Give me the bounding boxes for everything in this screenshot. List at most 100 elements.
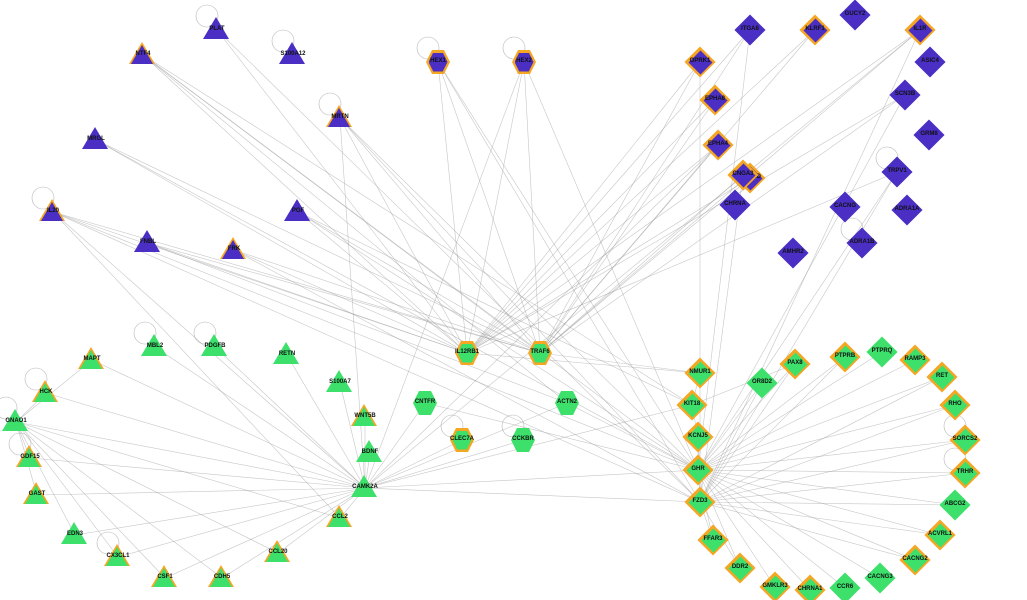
gene-node-hex2[interactable]: HEX2	[512, 50, 536, 74]
gene-node-wnt5b[interactable]: WNT5B	[353, 405, 377, 429]
gene-node-ffar3[interactable]: FFAR3	[701, 528, 725, 552]
edge-line	[698, 470, 965, 473]
gene-node-grm8[interactable]: GRM8	[917, 123, 941, 147]
gene-node-rho[interactable]: RHO	[943, 393, 967, 417]
gene-node-il1r[interactable]: IL1R	[908, 18, 932, 42]
gene-node-kcnj5[interactable]: KCNJ5	[686, 425, 710, 449]
gene-node-adra1b[interactable]: ADRA1B	[850, 231, 874, 255]
edge-line	[438, 62, 467, 353]
gene-node-ccl2[interactable]: CCL2	[328, 506, 352, 530]
gene-node-gucy2[interactable]: GUCY2	[843, 3, 867, 27]
gene-node-nmur1[interactable]: NMUR1	[688, 361, 712, 385]
edge-line	[75, 488, 365, 535]
gene-node-ptprq[interactable]: PTPRQ	[870, 340, 894, 364]
gene-node-cx3cl1[interactable]: CX3CL1	[106, 545, 130, 569]
gene-node-epha4[interactable]: EPHA4	[706, 133, 730, 157]
gene-node-mapt[interactable]: MAPT	[80, 348, 104, 372]
gene-node-fnbl[interactable]: FNBL	[136, 231, 160, 255]
gene-node-cacng3[interactable]: CACNG3	[868, 566, 892, 590]
gene-node-cntfr[interactable]: CNTFR	[413, 391, 437, 415]
gene-node-clec7a[interactable]: CLEC7A	[450, 428, 474, 452]
gene-node-gdf15[interactable]: GDF15	[18, 446, 42, 470]
gene-node-gnao1[interactable]: GNAO1	[4, 410, 28, 434]
gene-node-mrtn[interactable]: MRTN	[328, 106, 352, 130]
gene-node-adra1a[interactable]: ADRA1A	[895, 198, 919, 222]
gene-node-traf6[interactable]: TRAF6	[528, 341, 552, 365]
gene-node-fzd3[interactable]: FZD3	[688, 490, 712, 514]
edge-line	[540, 100, 715, 353]
gene-node-retn[interactable]: RETN	[275, 343, 299, 367]
gene-node-scn3b[interactable]: SCN3B	[893, 83, 917, 107]
gene-node-mbl2[interactable]: MBL2	[143, 335, 167, 359]
gene-node-csf1[interactable]: CSF1	[153, 566, 177, 590]
edge-line	[467, 30, 750, 353]
gene-node-trhr[interactable]: TRHR	[953, 461, 977, 485]
gene-node-asic4[interactable]: ASIC4	[918, 50, 942, 74]
edge-line	[37, 488, 365, 495]
edge-line	[365, 488, 700, 502]
gene-node-ccl20[interactable]: CCL20	[266, 541, 290, 565]
gene-node-mrgl[interactable]: MRGL	[84, 128, 108, 152]
edge-line	[698, 470, 880, 578]
edge-line	[234, 250, 540, 353]
gene-node-pgf[interactable]: PGF	[286, 200, 310, 224]
edge-lines	[0, 0, 1027, 600]
gene-node-frk[interactable]: FRK	[222, 238, 246, 262]
edge-line	[155, 347, 365, 488]
edge-line	[524, 62, 540, 353]
gene-node-hck[interactable]: HCK	[34, 381, 58, 405]
edge-line	[467, 62, 700, 353]
gene-node-plat[interactable]: PLAT	[205, 18, 229, 42]
gene-node-kit18[interactable]: KIT18	[680, 393, 704, 417]
gene-node-cacng2[interactable]: CACNG2	[903, 548, 927, 572]
gene-node-ret[interactable]: RET	[930, 365, 954, 389]
gene-node-cacng[interactable]: CACNG	[833, 195, 857, 219]
edge-line	[16, 422, 365, 488]
edge-line	[148, 243, 467, 353]
gene-node-gast[interactable]: GAST	[25, 483, 49, 507]
gene-node-klrf1[interactable]: KLRF1	[803, 18, 827, 42]
gene-node-ddr2[interactable]: DDR2	[728, 556, 752, 580]
gene-node-abcg2[interactable]: ABCG2	[943, 493, 967, 517]
edge-line	[215, 347, 365, 488]
gene-node-camk2a[interactable]: CAMK2A	[353, 476, 377, 500]
gene-node-pdgfb[interactable]: PDGFB	[203, 335, 227, 359]
gene-node-pax8[interactable]: PAX8	[783, 352, 807, 376]
gene-node-cckbr[interactable]: CCKBR	[511, 428, 535, 452]
gene-node-amhr2[interactable]: AMHR2	[781, 241, 805, 265]
gene-node-ptprb[interactable]: PTPRB	[833, 345, 857, 369]
gene-node-s100a12[interactable]: S100A12	[281, 43, 305, 67]
edge-line	[16, 422, 278, 553]
gene-node-il12rb1[interactable]: IL12RB1	[455, 341, 479, 365]
gene-node-actn2[interactable]: ACTN2	[555, 391, 579, 415]
edge-line	[365, 62, 524, 488]
edge-line	[46, 393, 365, 488]
gene-node-s100a7[interactable]: S100A7	[328, 371, 352, 395]
gene-node-ghr[interactable]: GHR	[686, 458, 710, 482]
gene-node-trpv1[interactable]: TRPV1	[885, 160, 909, 184]
gene-node-epha8[interactable]: EPHA8	[703, 88, 727, 112]
gene-node-oprk1[interactable]: OPRK1	[688, 50, 712, 74]
edge-line	[217, 30, 467, 353]
gene-node-gmklr3[interactable]: GMKLR3	[763, 575, 787, 599]
gene-node-or8d2[interactable]: OR8D2	[750, 371, 774, 395]
gene-node-ccr6[interactable]: CCR6	[833, 576, 857, 600]
edge-line	[96, 140, 540, 353]
gene-node-sorcs2[interactable]: SORCS2	[953, 428, 977, 452]
gene-node-bdnf[interactable]: BDNF	[358, 441, 382, 465]
gene-node-edn3[interactable]: EDN3	[63, 523, 87, 547]
gene-node-acvrl1[interactable]: ACVRL1	[928, 523, 952, 547]
gene-node-ntf4[interactable]: NTF4	[131, 43, 155, 67]
gene-node-hex1[interactable]: HEX1	[426, 50, 450, 74]
gene-node-cnga3[interactable]: CNGA3	[731, 163, 755, 187]
gene-node-il20[interactable]: IL20	[41, 200, 65, 224]
edge-line	[567, 403, 698, 470]
gene-node-ramp3[interactable]: RAMP3	[903, 348, 927, 372]
gene-node-chrna[interactable]: CHRNA	[723, 193, 747, 217]
edge-line	[467, 95, 905, 353]
gene-node-chrna1[interactable]: CHRNA1	[798, 578, 822, 600]
gene-node-cdh5[interactable]: CDH5	[210, 566, 234, 590]
gene-node-itga8[interactable]: ITGA8	[738, 18, 762, 42]
edge-line	[700, 440, 965, 502]
edge-line	[467, 353, 700, 373]
